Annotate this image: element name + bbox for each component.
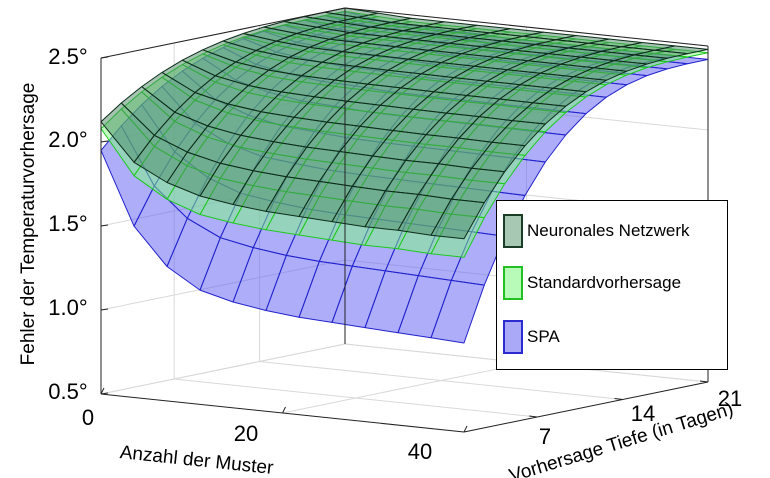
legend-label: Neuronales Netzwerk <box>527 221 690 240</box>
box-edge <box>344 7 709 47</box>
surface-neuronales-netzwerk <box>100 7 709 240</box>
legend-item-neuronales-netzwerk: Neuronales Netzwerk <box>503 213 690 249</box>
legend: Neuronales Netzwerk Standardvorhersage S… <box>496 200 728 370</box>
z-tick-mark <box>100 56 109 59</box>
legend-swatch <box>503 214 523 248</box>
y-tick-label: 7 <box>539 424 551 449</box>
y-tick-label: 21 <box>718 386 742 411</box>
y-axis-line <box>463 381 709 433</box>
x-tick-label: 0 <box>82 405 94 430</box>
box-edge <box>100 7 346 59</box>
z-axis-label: Fehler der Temperaturvorhersage <box>18 83 39 366</box>
y-tick-label: 14 <box>631 401 655 426</box>
x-axis-label: Anzahl der Muster <box>119 442 275 478</box>
grid-line <box>282 362 527 414</box>
z-tick-mark <box>100 308 109 311</box>
y-tick-mark <box>614 398 623 400</box>
z-tick-mark <box>100 224 109 227</box>
x-tick-label: 40 <box>408 439 432 464</box>
x-tick-mark <box>463 425 468 433</box>
surface-patch <box>100 102 155 163</box>
legend-swatch <box>503 320 523 354</box>
x-tick-mark <box>100 387 105 395</box>
z-tick-mark <box>100 140 109 143</box>
x-tick-mark <box>282 406 286 414</box>
axes-lines <box>100 7 709 433</box>
surfaces <box>100 7 709 344</box>
grid-line <box>259 361 623 400</box>
z-tick-label: 1.0° <box>48 295 87 320</box>
z-tick-mark <box>100 392 109 395</box>
y-tick-mark <box>529 415 538 418</box>
y-tick-mark <box>699 380 709 383</box>
legend-label: SPA <box>527 327 560 346</box>
z-tick-label: 0.5° <box>48 379 87 404</box>
z-tick-label: 2.5° <box>48 44 87 69</box>
legend-label: Standardvorhersage <box>527 273 682 292</box>
legend-swatch <box>503 266 523 300</box>
legend-item-spa: SPA <box>503 319 560 355</box>
legend-item-standardvorhersage: Standardvorhersage <box>503 265 681 301</box>
z-tick-label: 1.5° <box>48 211 87 236</box>
z-tick-label: 2.0° <box>48 127 87 152</box>
grid-line <box>174 378 538 418</box>
x-tick-label: 20 <box>234 421 258 446</box>
grid-line <box>100 343 346 395</box>
